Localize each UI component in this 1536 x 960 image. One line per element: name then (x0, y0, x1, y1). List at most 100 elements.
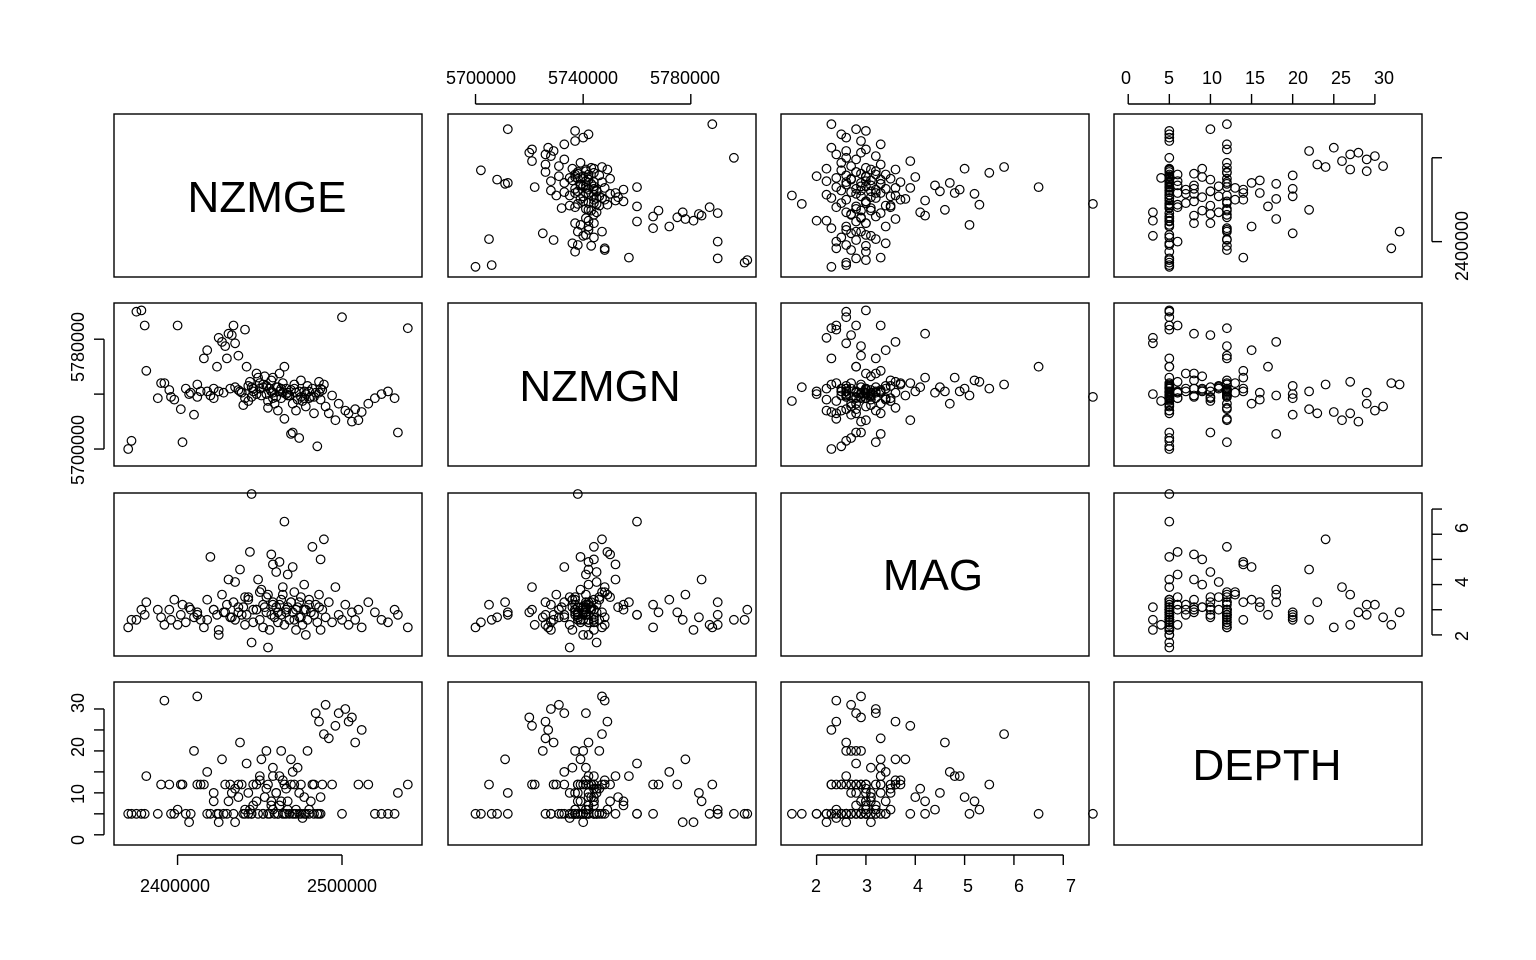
scatter-point-r0c3-139 (1221, 209, 1232, 220)
scatter-point-r1c0-10 (166, 392, 176, 402)
scatter-point-r1c2-129 (870, 393, 881, 404)
scatter-point-r0c3-115 (1221, 196, 1232, 207)
scatter-point-r0c3-9 (1221, 240, 1232, 251)
scatter-point-r0c1-80 (602, 164, 613, 175)
scatter-point-r0c2-130 (856, 185, 866, 196)
scatter-point-r3c2-32 (841, 817, 852, 828)
scatter-point-r0c2-28 (870, 211, 881, 222)
scatter-point-r3c1-51 (605, 796, 615, 807)
scatter-point-r0c2-119 (880, 183, 891, 194)
scatter-point-r0c2-123 (846, 173, 856, 184)
scatter-point-r2c1-0 (470, 622, 481, 633)
scatter-point-r0c3-1 (1164, 260, 1175, 271)
scatter-point-r0c3-30 (1205, 209, 1216, 219)
scatter-point-r1c0-24 (212, 361, 222, 372)
scatter-point-r1c2-88 (851, 398, 861, 409)
scatter-point-r2c3-83 (1320, 534, 1331, 545)
scatter-point-r0c3-18 (1394, 226, 1405, 237)
scatter-point-r1c3-104 (1238, 372, 1249, 383)
scatter-point-r1c2-142 (841, 386, 852, 397)
scatter-point-r2c0-99 (383, 617, 393, 628)
scatter-point-r3c2-30 (846, 788, 856, 798)
scatter-point-r2c3-44 (1238, 614, 1249, 625)
scatter-point-r0c3-101 (1205, 124, 1216, 135)
scatter-point-r3c2-8 (831, 695, 842, 706)
scatter-point-r1c2-29 (920, 328, 930, 339)
scatter-point-r3c2-16 (866, 817, 876, 828)
scatter-point-r1c2-89 (841, 312, 852, 323)
scatter-point-r0c2-78 (870, 166, 881, 177)
scatter-point-r0c1-136 (583, 169, 594, 180)
scatter-point-r1c3-30 (1205, 330, 1216, 341)
scatter-point-r0c1-138 (581, 164, 591, 175)
tick-label-left-depth-0: 0 (68, 835, 88, 845)
scatter-point-r3c2-139 (846, 779, 856, 790)
scatter-point-r3c2-80 (890, 716, 901, 727)
scatter-point-r2c0-119 (276, 594, 287, 605)
scatter-point-r3c0-128 (261, 783, 272, 794)
scatter-point-r2c0-66 (291, 625, 301, 635)
scatter-point-r3c0-116 (258, 808, 269, 819)
scatter-point-r3c0-99 (383, 808, 393, 819)
scatter-point-r0c1-11 (567, 238, 578, 249)
scatter-point-r2c3-113 (1230, 587, 1240, 597)
scatter-point-r2c1-36 (704, 619, 715, 630)
scatter-point-r0c3-113 (1230, 194, 1240, 205)
scatter-point-r0c1-5 (712, 253, 723, 264)
scatter-point-r1c0-36 (240, 324, 250, 335)
scatter-point-r3c0-17 (189, 746, 199, 756)
scatter-point-r0c3-121 (1221, 178, 1232, 189)
scatter-point-r2c1-32 (677, 614, 688, 625)
scatter-point-r2c3-95 (1328, 622, 1339, 633)
scatter-point-r0c1-133 (589, 177, 599, 188)
scatter-point-r0c1-88 (559, 154, 570, 165)
scatter-point-r0c3-82 (1221, 162, 1232, 173)
scatter-point-r3c0-5 (139, 808, 150, 819)
scatter-point-r3c1-139 (589, 779, 599, 790)
scatter-point-r1c2-119 (880, 383, 891, 394)
scatter-point-r2c3-110 (1164, 630, 1175, 640)
scatter-point-r0c2-20 (826, 223, 837, 234)
scatter-point-r1c0-21 (202, 345, 213, 356)
scatter-point-r2c0-61 (282, 569, 293, 580)
scatter-point-r2c0-65 (289, 587, 300, 597)
scatter-point-r2c1-1 (486, 614, 497, 625)
scatter-point-r0c3-5 (1164, 253, 1175, 264)
scatter-point-r0c2-96 (875, 139, 886, 150)
scatter-point-r0c3-69 (1221, 173, 1232, 184)
scatter-point-r2c3-112 (1238, 557, 1249, 567)
scatter-point-r1c2-37 (851, 361, 861, 372)
scatter-point-r0c2-22 (964, 219, 975, 230)
scatter-point-r1c3-67 (1254, 394, 1265, 405)
scatter-point-r2c3-4 (1238, 597, 1249, 608)
scatter-point-r1c2-64 (856, 427, 866, 438)
scatter-point-r0c1-100 (570, 125, 580, 136)
scatter-point-r1c2-36 (831, 324, 842, 335)
scatter-point-r2c0-41 (248, 617, 259, 628)
scatter-point-r3c1-95 (543, 725, 554, 735)
scatter-point-r0c2-74 (880, 169, 891, 180)
scatter-point-r1c3-49 (1221, 402, 1232, 413)
scatter-point-r0c3-127 (1180, 198, 1191, 209)
scatter-point-r2c1-85 (540, 597, 551, 608)
scatter-point-r1c2-67 (866, 394, 876, 405)
scatter-point-r1c3-33 (1221, 350, 1232, 361)
scatter-point-r3c0-57 (276, 746, 287, 756)
scatter-point-r0c1-33 (653, 205, 664, 216)
scatter-point-r3c2-87 (905, 720, 916, 731)
scatter-point-r3c0-21 (202, 767, 213, 777)
scatter-point-r1c0-5 (139, 320, 150, 331)
scatter-point-r2c3-91 (1345, 619, 1356, 630)
scatter-point-r1c0-90 (340, 405, 351, 416)
scatter-point-r3c0-121 (286, 779, 296, 790)
scatter-point-r1c0-85 (323, 408, 334, 419)
tick-label-left-depth-3: 30 (68, 693, 88, 713)
scatter-point-r2c0-142 (202, 614, 213, 625)
scatter-point-r2c1-56 (618, 599, 629, 610)
scatter-point-r1c2-38 (885, 396, 896, 406)
scatter-point-r0c1-72 (554, 171, 564, 182)
scatter-point-r1c0-144 (185, 387, 196, 398)
scatter-point-r2c3-144 (1164, 604, 1175, 615)
scatter-point-r1c2-0 (826, 444, 837, 454)
scatter-point-r1c0-30 (226, 330, 237, 341)
